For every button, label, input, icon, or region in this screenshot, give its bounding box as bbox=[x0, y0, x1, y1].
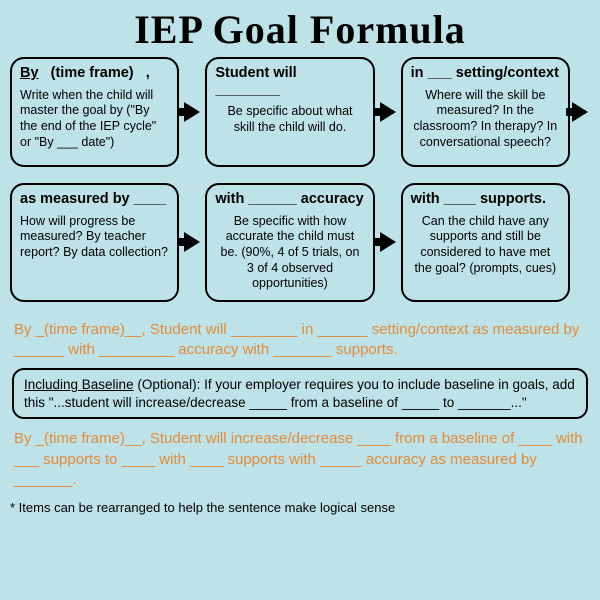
box-desc: Write when the child will master the goa… bbox=[20, 88, 169, 151]
box-label: with ____ supports. bbox=[411, 191, 560, 208]
arrow-icon bbox=[375, 183, 401, 302]
box-accuracy: with ______ accuracy Be specific with ho… bbox=[205, 183, 374, 302]
box-desc: Be specific with how accurate the child … bbox=[215, 214, 364, 292]
box-label: with ______ accuracy bbox=[215, 191, 364, 208]
arrow-icon bbox=[375, 57, 401, 167]
spacer bbox=[570, 183, 590, 302]
arrow-icon bbox=[570, 57, 590, 167]
box-desc: Be specific about what skill the child w… bbox=[215, 104, 364, 135]
flow-rows: By (time frame) , Write when the child w… bbox=[0, 53, 600, 302]
box-label: as measured by ____ bbox=[20, 191, 169, 208]
box-desc: Can the child have any supports and stil… bbox=[411, 214, 560, 277]
arrow-icon bbox=[179, 57, 205, 167]
box-supports: with ____ supports. Can the child have a… bbox=[401, 183, 570, 302]
box-desc: Where will the skill be measured? In the… bbox=[411, 88, 560, 151]
box-label: Student will ________ bbox=[215, 65, 364, 98]
page-title: IEP Goal Formula bbox=[0, 0, 600, 53]
box-label: By (time frame) , bbox=[20, 65, 169, 82]
formula-sentence-2: By _(time frame)__, Student will increas… bbox=[0, 427, 600, 496]
flow-row-2: as measured by ____ How will progress be… bbox=[10, 183, 590, 302]
box-desc: How will progress be measured? By teache… bbox=[20, 214, 169, 261]
flow-row-1: By (time frame) , Write when the child w… bbox=[10, 57, 590, 167]
arrow-icon bbox=[179, 183, 205, 302]
box-setting: in ___ setting/context Where will the sk… bbox=[401, 57, 570, 167]
box-timeframe: By (time frame) , Write when the child w… bbox=[10, 57, 179, 167]
box-label: in ___ setting/context bbox=[411, 65, 560, 82]
footnote: * Items can be rearranged to help the se… bbox=[0, 496, 600, 515]
baseline-box: Including Baseline (Optional): If your e… bbox=[12, 368, 588, 419]
box-student-will: Student will ________ Be specific about … bbox=[205, 57, 374, 167]
box-measured-by: as measured by ____ How will progress be… bbox=[10, 183, 179, 302]
formula-sentence-1: By _(time frame)__, Student will _______… bbox=[0, 318, 600, 367]
baseline-label: Including Baseline bbox=[24, 377, 134, 392]
